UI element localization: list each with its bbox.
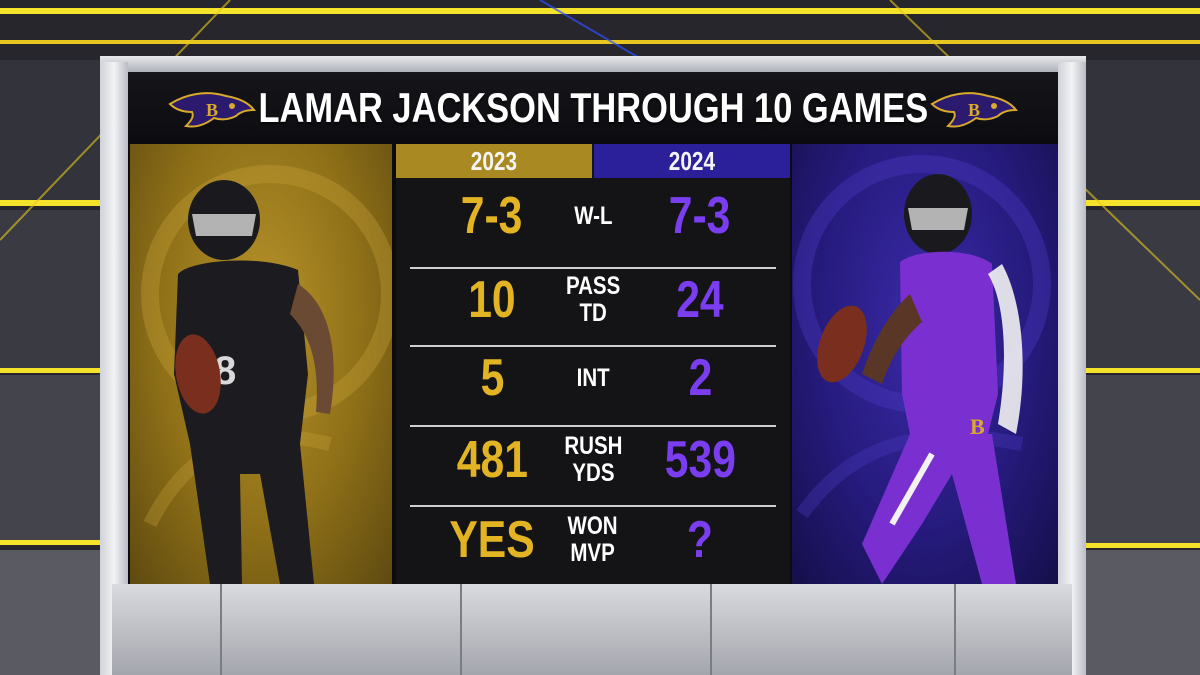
player-purple-uniform: B — [793, 155, 1051, 584]
value-2024: 2 — [688, 349, 712, 407]
value-2024: 7-3 — [669, 187, 731, 245]
ledge-divider — [954, 584, 956, 675]
player-panel-2023: 8 — [130, 144, 392, 584]
stats-table: 2023 2024 7-3 W-L 7-3 10 PASS TD 24 5 IN… — [396, 144, 790, 584]
value-2023: 5 — [480, 349, 504, 407]
stat-row-rush-yds: 481 RUSH YDS 539 — [396, 420, 790, 500]
stat-label: RUSH YDS — [563, 432, 623, 487]
value-2024: ? — [686, 511, 714, 569]
row-divider — [410, 505, 776, 507]
stat-label: PASS TD — [565, 272, 621, 327]
ledge-divider — [710, 584, 712, 675]
stat-row-wl: 7-3 W-L 7-3 — [396, 176, 790, 256]
player-black-uniform: 8 — [141, 165, 392, 584]
title-bar: B LAMAR JACKSON THROUGH 10 GAMES B — [128, 72, 1058, 144]
value-2024: 24 — [676, 271, 724, 329]
row-divider — [410, 425, 776, 427]
value-2023: 481 — [456, 431, 528, 489]
ravens-logo-icon: B — [930, 92, 1019, 128]
stat-row-won-mvp: YES WON MVP ? — [396, 500, 790, 580]
svg-text:B: B — [968, 100, 980, 120]
ledge-divider — [220, 584, 222, 675]
year-header-2023: 2023 — [396, 144, 592, 178]
studio-desk-ledge — [112, 584, 1072, 675]
stats-screen: B LAMAR JACKSON THROUGH 10 GAMES B 8 202… — [128, 72, 1058, 584]
svg-text:B: B — [206, 100, 218, 120]
stat-label: INT — [576, 363, 610, 392]
row-divider — [410, 345, 776, 347]
year-header-2024: 2024 — [594, 144, 790, 178]
value-2023: 7-3 — [461, 187, 523, 245]
stat-label: WON MVP — [567, 512, 619, 567]
value-2023: 10 — [468, 271, 516, 329]
page-title: LAMAR JACKSON THROUGH 10 GAMES — [258, 84, 928, 131]
stat-row-pass-td: 10 PASS TD 24 — [396, 260, 790, 340]
ravens-logo-icon: B — [168, 92, 257, 128]
player-panel-2024: B — [792, 144, 1058, 584]
screen-frame-top — [100, 56, 1086, 72]
stat-row-int: 5 INT 2 — [396, 338, 790, 418]
svg-text:B: B — [970, 414, 985, 439]
screen-frame-left — [100, 62, 128, 675]
screen-frame-right — [1058, 62, 1086, 675]
value-2023: YES — [449, 511, 535, 569]
row-divider — [410, 267, 776, 269]
value-2024: 539 — [664, 431, 736, 489]
stat-label: W-L — [573, 201, 613, 230]
ledge-divider — [460, 584, 462, 675]
